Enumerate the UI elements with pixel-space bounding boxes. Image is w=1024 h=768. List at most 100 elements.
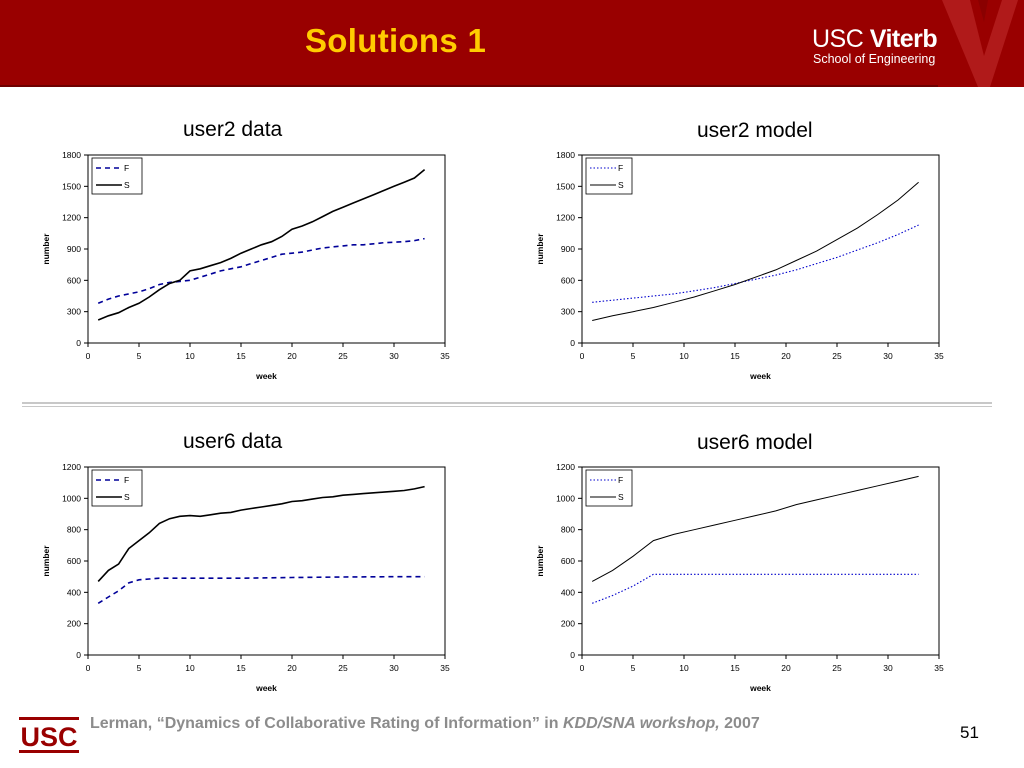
legend-label-f: F — [618, 475, 623, 485]
legend-label-s: S — [124, 180, 130, 190]
x-tick-label: 20 — [781, 351, 791, 361]
y-tick-label: 200 — [561, 619, 575, 629]
x-tick-label: 30 — [883, 663, 893, 673]
usc-footer-logo-icon: USC — [19, 717, 79, 753]
y-axis-label: number — [535, 233, 545, 265]
x-tick-label: 5 — [631, 663, 636, 673]
footer-logo-text: USC — [20, 722, 77, 752]
citation-venue: KDD/SNA workshop, — [562, 715, 720, 732]
x-tick-label: 10 — [679, 663, 689, 673]
x-tick-label: 15 — [730, 351, 740, 361]
y-tick-label: 600 — [67, 556, 81, 566]
legend-label-f: F — [124, 475, 129, 485]
legend-box — [585, 157, 633, 195]
y-tick-label: 900 — [561, 244, 575, 254]
x-tick-label: 0 — [580, 663, 585, 673]
x-tick-label: 35 — [934, 351, 944, 361]
series-line-s — [592, 181, 919, 321]
y-tick-label: 1000 — [62, 493, 81, 503]
y-tick-label: 0 — [76, 338, 81, 348]
y-tick-label: 1200 — [556, 462, 575, 472]
x-tick-label: 15 — [730, 663, 740, 673]
y-tick-label: 800 — [67, 525, 81, 535]
y-tick-label: 0 — [570, 650, 575, 660]
x-axis-label: week — [255, 683, 277, 693]
y-tick-label: 1500 — [556, 181, 575, 191]
x-axis-label: week — [749, 371, 771, 381]
series-line-f — [592, 573, 919, 604]
y-tick-label: 600 — [561, 275, 575, 285]
slide-title: Solutions 1 — [305, 22, 487, 59]
x-tick-label: 15 — [236, 663, 246, 673]
y-tick-label: 1800 — [62, 150, 81, 160]
y-tick-label: 200 — [67, 619, 81, 629]
chart-title-user2-data: user2 data — [183, 118, 283, 141]
plot-frame — [581, 466, 940, 656]
x-tick-label: 15 — [236, 351, 246, 361]
page-number: 51 — [960, 723, 979, 742]
legend-box — [91, 469, 143, 507]
logo-school-text: School of Engineering — [813, 52, 936, 66]
y-tick-label: 600 — [67, 275, 81, 285]
x-axis-label: week — [255, 371, 277, 381]
x-tick-label: 30 — [389, 663, 399, 673]
series-line-f — [97, 237, 425, 305]
chart-user2-data: 0 300 600 900 1200 1500 1800 0 5 10 15 20 25 30 35 week… — [41, 150, 450, 381]
x-tick-label: 5 — [137, 351, 142, 361]
y-tick-label: 300 — [561, 307, 575, 317]
y-tick-label: 0 — [76, 650, 81, 660]
citation: Lerman, “Dynamics of Collaborative Ratin… — [90, 715, 760, 733]
y-axis-label: number — [41, 233, 51, 265]
x-tick-label: 35 — [934, 663, 944, 673]
legend-label-s: S — [618, 180, 624, 190]
x-tick-label: 25 — [338, 663, 348, 673]
y-axis-label: number — [535, 545, 545, 577]
x-tick-label: 5 — [137, 663, 142, 673]
y-tick-label: 800 — [561, 525, 575, 535]
legend-label-s: S — [618, 492, 624, 502]
y-tick-label: 1500 — [62, 181, 81, 191]
chart-user2-model: 0 300 600 900 1200 1500 1800 0 5 10 15 20 25 30 35 week… — [535, 150, 944, 381]
legend-label-f: F — [124, 163, 129, 173]
logo-viterbi-word: Viterbi — [869, 25, 944, 53]
y-tick-label: 1200 — [556, 213, 575, 223]
chart-title-user6-model: user6 model — [697, 431, 813, 454]
chart-user6-model: 0 200 400 600 800 1000 1200 0 5 10 15 20 25 30 35 week n… — [535, 462, 944, 693]
y-tick-label: 1800 — [556, 150, 575, 160]
usc-viterbi-logo-text: USC Viterbi — [812, 25, 944, 54]
citation-main: Lerman, “Dynamics of Collaborative Ratin… — [90, 715, 563, 732]
x-tick-label: 25 — [832, 351, 842, 361]
x-tick-label: 10 — [185, 351, 195, 361]
x-tick-label: 10 — [185, 663, 195, 673]
y-tick-label: 1200 — [62, 462, 81, 472]
x-tick-label: 30 — [883, 351, 893, 361]
series-line-f — [97, 575, 425, 604]
y-tick-label: 400 — [67, 587, 81, 597]
y-tick-label: 400 — [561, 587, 575, 597]
y-tick-label: 600 — [561, 556, 575, 566]
legend-box — [91, 157, 143, 195]
series-line-s — [97, 485, 425, 582]
divider-line — [22, 402, 992, 404]
series-line-s — [591, 475, 919, 582]
series-line-f — [592, 224, 919, 303]
chart-user6-data: 0 200 400 600 800 1000 1200 0 5 10 15 20 25 30 35 week n… — [41, 462, 450, 693]
y-tick-label: 0 — [570, 338, 575, 348]
logo-usc-word: USC — [812, 25, 864, 53]
x-tick-label: 0 — [580, 351, 585, 361]
y-tick-label: 1000 — [556, 493, 575, 503]
x-tick-label: 0 — [86, 351, 91, 361]
x-tick-label: 0 — [86, 663, 91, 673]
citation-year: 2007 — [719, 715, 760, 732]
x-tick-label: 20 — [781, 663, 791, 673]
y-tick-label: 1200 — [62, 213, 81, 223]
viterbi-v-logo-icon — [938, 0, 1024, 87]
header-bar: Solutions 1 USC Viterbi School of Engine… — [0, 0, 1024, 87]
y-axis-label: number — [41, 545, 51, 577]
legend-label-s: S — [124, 492, 130, 502]
x-tick-label: 20 — [287, 351, 297, 361]
x-tick-label: 35 — [440, 663, 450, 673]
x-tick-label: 25 — [832, 663, 842, 673]
legend-label-f: F — [618, 163, 623, 173]
x-axis-label: week — [749, 683, 771, 693]
